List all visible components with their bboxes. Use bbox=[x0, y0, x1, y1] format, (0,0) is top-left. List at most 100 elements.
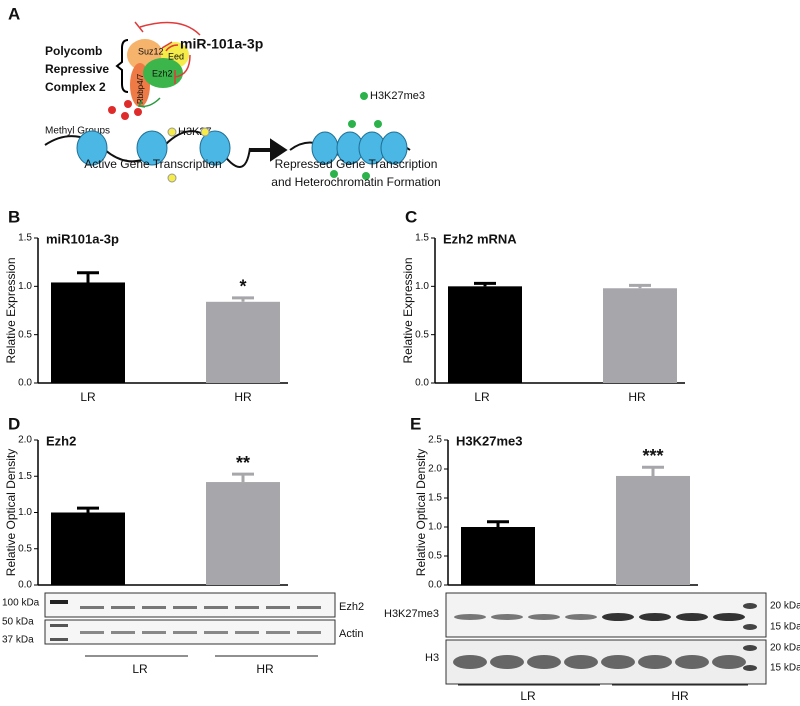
y-tick-label: 2.5 bbox=[428, 435, 442, 446]
band bbox=[297, 606, 321, 609]
panel-label: E bbox=[410, 414, 421, 433]
band bbox=[453, 655, 487, 669]
band bbox=[676, 613, 708, 621]
error-bar bbox=[232, 296, 254, 302]
error-bar bbox=[474, 281, 496, 287]
significance: *** bbox=[642, 446, 663, 466]
x-tick-label: HR bbox=[234, 390, 252, 404]
mark-label: H3K27me3 bbox=[370, 90, 425, 102]
nucleosome bbox=[136, 130, 168, 166]
y-tick-label: 0.0 bbox=[428, 580, 442, 591]
band bbox=[142, 631, 166, 634]
error-bar bbox=[642, 465, 664, 476]
nucleosome bbox=[380, 131, 408, 165]
complex-label: Repressive bbox=[45, 62, 109, 76]
row-label: Actin bbox=[339, 628, 363, 640]
band bbox=[454, 614, 486, 620]
band bbox=[111, 631, 135, 634]
ladder-label: 15 kDa bbox=[770, 622, 800, 633]
nucleosome bbox=[76, 130, 108, 166]
band bbox=[173, 606, 197, 609]
caption: and Heterochromatin Formation bbox=[271, 175, 440, 189]
x-tick-label: LR bbox=[474, 390, 490, 404]
arrow bbox=[250, 138, 288, 162]
y-tick-label: 1.5 bbox=[415, 233, 429, 244]
y-tick-label: 1.0 bbox=[415, 281, 429, 292]
error-bar bbox=[232, 472, 254, 483]
chart-title: Ezh2 bbox=[46, 433, 76, 448]
tail bbox=[167, 127, 177, 137]
blot bbox=[44, 592, 336, 618]
chart-title: H3K27me3 bbox=[456, 433, 523, 448]
arrow bbox=[137, 97, 161, 108]
panel-label: C bbox=[405, 207, 417, 226]
inhibition bbox=[134, 21, 201, 84]
y-axis-label: Relative Expression bbox=[401, 257, 415, 363]
y-tick-label: 1.5 bbox=[18, 471, 32, 482]
caption: Repressed Gene Transcription bbox=[275, 157, 438, 171]
methyl bbox=[121, 112, 129, 120]
x-tick-label: LR bbox=[132, 662, 148, 676]
y-tick-label: 0.5 bbox=[18, 329, 32, 340]
chart-title: miR101a-3p bbox=[46, 231, 119, 246]
band bbox=[204, 606, 228, 609]
band bbox=[565, 614, 597, 620]
row-label: H3 bbox=[425, 652, 439, 664]
y-tick-label: 1.0 bbox=[428, 522, 442, 533]
band bbox=[235, 631, 259, 634]
bar bbox=[603, 288, 677, 383]
ladder-label: 15 kDa bbox=[770, 663, 800, 674]
ladder-label: 100 kDa bbox=[2, 598, 40, 609]
mirna-label: miR-101a-3p bbox=[180, 36, 263, 52]
subunit bbox=[143, 58, 183, 88]
ladder-band bbox=[743, 624, 757, 630]
significance: * bbox=[239, 277, 246, 297]
y-tick-label: 1.5 bbox=[18, 233, 32, 244]
methyl bbox=[124, 100, 132, 108]
band bbox=[80, 606, 104, 609]
band bbox=[266, 631, 290, 634]
y-tick-label: 2.0 bbox=[428, 464, 442, 475]
band bbox=[297, 631, 321, 634]
ladder-label: 20 kDa bbox=[770, 601, 800, 612]
band bbox=[602, 613, 634, 621]
complex-label: Polycomb bbox=[45, 44, 102, 58]
chart-title: Ezh2 mRNA bbox=[443, 231, 517, 246]
error-bar bbox=[77, 271, 99, 283]
band bbox=[111, 606, 135, 609]
band bbox=[527, 655, 561, 669]
y-axis-label: Relative Optical Density bbox=[414, 449, 428, 576]
band bbox=[712, 655, 746, 669]
tail bbox=[348, 120, 356, 128]
bar bbox=[616, 475, 690, 585]
ladder-band bbox=[50, 600, 68, 604]
x-tick-label: HR bbox=[628, 390, 646, 404]
bar bbox=[51, 512, 125, 585]
band bbox=[490, 655, 524, 669]
band bbox=[173, 631, 197, 634]
tail bbox=[167, 173, 177, 183]
row-label: H3K27me3 bbox=[384, 608, 439, 620]
y-tick-label: 1.0 bbox=[18, 507, 32, 518]
error-bar bbox=[77, 506, 99, 513]
tail bbox=[330, 170, 338, 178]
band bbox=[601, 655, 635, 669]
bar bbox=[448, 286, 522, 383]
panel-label: A bbox=[8, 4, 20, 23]
band bbox=[564, 655, 598, 669]
band bbox=[675, 655, 709, 669]
band bbox=[639, 613, 671, 621]
band bbox=[266, 606, 290, 609]
bar bbox=[206, 301, 280, 383]
y-tick-label: 1.5 bbox=[428, 493, 442, 504]
tail bbox=[362, 172, 370, 180]
ladder-band bbox=[743, 645, 757, 651]
ladder-label: 37 kDa bbox=[2, 635, 34, 646]
ladder-label: 50 kDa bbox=[2, 617, 34, 628]
band bbox=[638, 655, 672, 669]
methyl bbox=[134, 108, 142, 116]
subunit-label: Rbbp4/7 bbox=[136, 73, 145, 104]
tail bbox=[200, 127, 210, 137]
tail bbox=[360, 92, 368, 100]
